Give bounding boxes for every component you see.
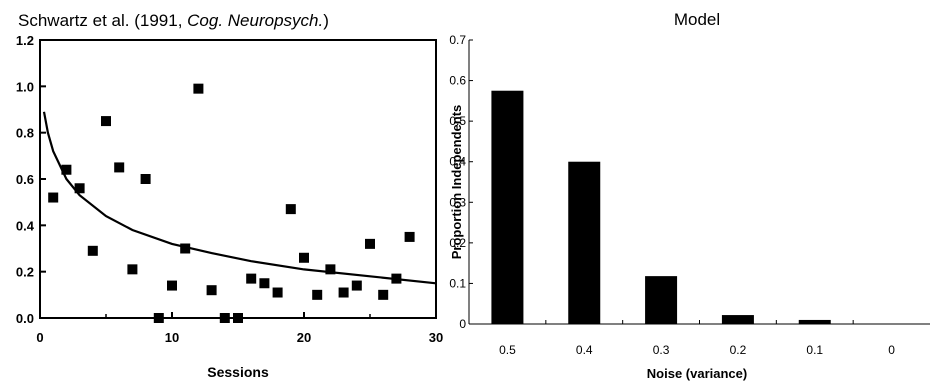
right-chart-title: Model	[674, 10, 720, 29]
right-x-tick-label: 0.2	[730, 343, 747, 357]
left-scatter-plot: 0.0 0.2 0.4 0.6 0.8 1.0 1.2 0 10 20 30	[16, 33, 443, 345]
right-y-tick-label: 0.2	[449, 236, 466, 250]
left-fit-curve	[42, 111, 437, 285]
right-bar	[568, 161, 601, 324]
left-data-point	[101, 116, 111, 127]
left-y-tick-label: 0.8	[16, 126, 34, 141]
left-data-point	[259, 278, 270, 289]
right-y-tick-label: 0.4	[449, 155, 466, 169]
left-data-point	[114, 162, 125, 173]
right-y-tick-label: 0.1	[449, 276, 466, 290]
right-y-tick-label: 0.3	[449, 195, 466, 209]
right-bar-chart: 0 0.1 0.2 0.3 0.4 0.5 0.6 0.7 0.5 0.4 0.3 0.2 0.1 0	[449, 33, 930, 357]
left-data-point	[140, 174, 151, 184]
left-x-tick-label: 20	[297, 330, 311, 345]
left-data-point	[246, 273, 257, 284]
left-data-point	[233, 313, 243, 323]
right-y-tick-label: 0.7	[449, 33, 466, 47]
left-y-tick-label: 0.6	[16, 172, 34, 187]
left-data-point	[167, 280, 177, 291]
right-x-tick-label: 0.5	[499, 343, 516, 357]
left-x-tick-label: 10	[165, 330, 179, 345]
left-data-point	[206, 285, 217, 296]
left-data-point	[87, 245, 98, 256]
left-data-point	[219, 313, 230, 323]
left-y-tick-label: 0.4	[16, 218, 35, 233]
left-data-point	[312, 289, 323, 300]
left-data-point	[180, 243, 191, 254]
right-y-tick-label: 0	[459, 317, 466, 331]
left-data-point	[404, 231, 415, 242]
left-data-point	[378, 289, 389, 300]
right-bar	[721, 315, 754, 324]
left-data-point	[325, 264, 336, 275]
left-data-point	[299, 252, 309, 263]
left-y-tick-label: 1.2	[16, 33, 34, 48]
left-y-tick-label: 1.0	[16, 79, 34, 94]
left-data-point	[127, 264, 138, 275]
left-data-point	[338, 287, 349, 298]
right-x-tick-label: 0	[888, 343, 895, 357]
right-y-tick-label: 0.5	[449, 114, 466, 128]
left-data-point	[193, 83, 204, 94]
left-data-point	[365, 238, 375, 249]
right-x-tick-label: 0.1	[806, 343, 823, 357]
left-y-tick-label: 0.0	[16, 311, 34, 326]
left-x-axis-label: Sessions	[207, 364, 269, 380]
left-data-point	[391, 273, 402, 284]
left-data-point	[74, 183, 85, 194]
right-x-tick-label: 0.3	[653, 343, 670, 357]
right-bar	[491, 90, 524, 324]
right-bar	[645, 276, 678, 324]
left-data-point	[285, 204, 296, 215]
left-data-point	[48, 192, 59, 203]
right-y-axis-label: Proportion Independents	[449, 105, 464, 260]
right-x-tick-label: 0.4	[576, 343, 593, 357]
left-data-point	[61, 164, 72, 175]
left-chart-title: Schwartz et al. (1991, Cog. Neuropsych.)	[18, 11, 329, 30]
left-data-point	[351, 280, 362, 291]
left-x-tick-label: 30	[429, 330, 443, 345]
right-bar	[798, 319, 831, 324]
left-data-point	[272, 287, 283, 298]
left-data-point	[153, 313, 164, 323]
right-x-axis-label: Noise (variance)	[647, 366, 747, 381]
right-y-tick-label: 0.6	[449, 74, 466, 88]
left-y-tick-label: 0.2	[16, 265, 34, 280]
left-x-tick-label: 0	[36, 330, 43, 345]
